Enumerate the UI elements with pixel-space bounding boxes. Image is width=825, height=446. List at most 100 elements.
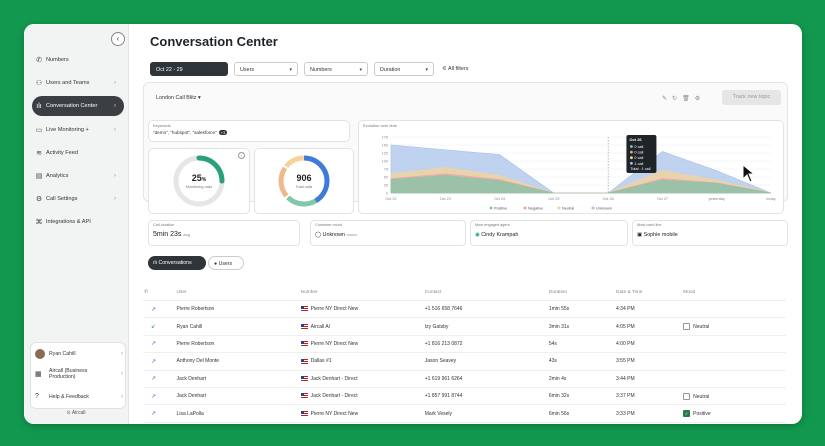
time-cell: 4:05 PM	[615, 317, 683, 336]
help-menu[interactable]: ? Help & Feedback ›	[35, 393, 123, 400]
sidebar-item-conversation-center[interactable]: ılı Conversation Center ›	[32, 96, 124, 117]
sidebar-item-label: Numbers	[46, 57, 69, 63]
user-cell: Jack Denhart	[175, 370, 300, 388]
column-header[interactable]: Number	[299, 284, 424, 301]
user-menu[interactable]: Ryan Cahill ›	[35, 349, 123, 359]
tooltip-swatch	[630, 150, 633, 154]
sidebar-item-integrations-api[interactable]: ⌘ Integrations & API	[32, 212, 124, 232]
chevron-right-icon: ›	[121, 371, 123, 377]
total-calls-panel: 906 Total calls	[254, 148, 354, 214]
chevron-right-icon: ›	[121, 393, 123, 400]
customer-mood-text: Unknown	[322, 232, 346, 238]
monitor-icon: ▭	[35, 126, 43, 134]
sidebar-item-activity-feed[interactable]: ≋ Activity Feed	[32, 143, 124, 163]
check-icon: ✓	[683, 410, 691, 418]
chevron-right-icon: ›	[121, 351, 123, 357]
tooltip-swatch	[630, 145, 633, 148]
engaged-agent-panel: Most engaged agent ◉ Cindy Krampah	[470, 220, 628, 246]
location-selector[interactable]: London Call Blitz ▾	[156, 95, 201, 101]
outbound-call-icon: ↗	[151, 376, 157, 383]
column-header[interactable]: Mood	[682, 284, 786, 301]
call-duration-value: 5min 23s avg	[153, 231, 190, 238]
sliders-icon: ⚟	[442, 66, 447, 72]
column-header[interactable]: Date & Time	[615, 284, 683, 301]
number-text: Pierre NY Direct New	[310, 306, 359, 313]
legend-label: Positive	[494, 206, 507, 210]
mood-cell: Neutral	[682, 317, 786, 336]
location-label: London Call Blitz	[156, 95, 197, 101]
chevron-down-icon: ▾	[425, 67, 428, 73]
time-cell: 3:37 PM	[615, 387, 683, 406]
settings-icon[interactable]: ⚙	[694, 96, 706, 102]
keywords-badge[interactable]: +3	[218, 130, 228, 135]
number-cell: Jack Denhart - Direct	[299, 387, 424, 406]
users-filter[interactable]: Users ▾	[234, 62, 298, 76]
user-cell: Anthony Del Monte	[175, 352, 300, 371]
column-header[interactable]: ✆	[143, 284, 176, 301]
sidebar-item-live-monitoring[interactable]: ▭ Live Monitoring + ›	[32, 120, 124, 140]
sidebar-item-users-and-teams[interactable]: ⚇ Users and Teams ›	[32, 73, 124, 93]
contact-cell: +1 619 961 6264	[423, 370, 548, 388]
sidebar-item-call-settings[interactable]: ⚙ Call Settings ›	[32, 189, 124, 209]
account-panel: Ryan Cahill › ▦ Aircall (Business Produc…	[30, 342, 126, 409]
building-icon: ▦	[35, 371, 42, 378]
refresh-icon[interactable]: ↻	[672, 96, 683, 102]
monitoring-ring	[173, 155, 225, 207]
time-cell: 3:33 PM	[615, 404, 683, 423]
user-icon: ●	[214, 261, 218, 267]
sidebar-item-label: Activity Feed	[46, 149, 79, 156]
numbers-filter[interactable]: Numbers ▾	[304, 62, 368, 76]
sidebar-item-numbers[interactable]: ✆ Numbers	[32, 50, 124, 70]
company-menu[interactable]: ▦ Aircall (Business Production) ›	[35, 368, 123, 380]
sidebar-item-label: Conversation Center	[46, 103, 98, 110]
time-cell: 3:28 PM	[615, 422, 683, 424]
all-filters-button[interactable]: ⚟ All filters	[442, 62, 468, 76]
legend-label: Neutral	[562, 206, 574, 210]
date-filter[interactable]: Oct 22 - 29	[150, 62, 228, 76]
table-row[interactable]: ↗ Pierre Robertson Pierre NY Direct New +1 …	[143, 300, 786, 319]
x-tick-label: Oct 23	[440, 197, 451, 201]
tab-users[interactable]: ● Users	[208, 256, 244, 270]
column-header[interactable]: Duration	[547, 284, 616, 301]
trash-icon[interactable]: 🗑	[682, 96, 695, 102]
legend-label: Unknown	[596, 206, 612, 210]
track-new-topic-button[interactable]: Track new topic	[722, 90, 781, 105]
x-tick-label: Oct 22	[385, 197, 396, 201]
agent-avatar-icon: ◉	[475, 232, 480, 238]
duration-filter[interactable]: Duration ▾	[374, 62, 434, 76]
mood-circle-icon: ◯	[315, 232, 322, 238]
waveform-icon: ılı	[153, 260, 158, 266]
duration-cell: 4min 42s	[547, 422, 616, 424]
waveform-icon: ılı	[36, 102, 42, 110]
table-row[interactable]: ↙Leah ZeleteLeah Zelete+1 718 268 34634m…	[143, 422, 786, 424]
most-used-line-value: ▣ Sophie mobile	[637, 232, 678, 238]
page-title: Conversation Center	[150, 34, 278, 49]
call-duration-number: 5min 23s	[153, 231, 182, 238]
table-row[interactable]: ↗ Anthony Del Monte Dallas #1 Jason Seavey 4…	[143, 352, 786, 371]
monitoring-value: 25%	[149, 173, 249, 183]
number-cell: Aircall AI	[299, 317, 424, 336]
edit-icon[interactable]: ✎	[662, 96, 673, 102]
table-row[interactable]: ↗ Pierre Robertson Pierre NY Direct New +1 …	[143, 335, 786, 354]
contact-cell: +1 857 991 8744	[423, 387, 548, 406]
number-cell: Leah Zelete	[299, 422, 424, 424]
table-row[interactable]: ↙ Ryan Cahill Aircall AI Izy Gatsby 3min 31s…	[143, 317, 786, 336]
column-header[interactable]: Contact	[423, 284, 548, 301]
us-flag-icon	[300, 323, 308, 329]
table-row[interactable]: ↗ Jack Denhart Jack Denhart - Direct +1 619…	[143, 370, 786, 388]
info-icon[interactable]: i	[238, 152, 245, 159]
legend-swatch	[489, 206, 493, 210]
main-content: Conversation Center Oct 22 - 29 Users ▾ N…	[128, 24, 802, 424]
sidebar-item-label: Analytics	[46, 173, 69, 179]
number-text: Pierre NY Direct New	[310, 340, 359, 347]
app-window: ‹ ✆ Numbers ⚇ Users and Teams › ılı Conversati…	[24, 24, 802, 424]
collapse-sidebar-button[interactable]: ‹	[111, 32, 125, 46]
table-row[interactable]: ↗ Jack Denhart Jack Denhart - Direct +1 857…	[143, 387, 786, 406]
sidebar-item-analytics[interactable]: ▤ Analytics ›	[32, 166, 124, 186]
y-tick-label: 175	[382, 136, 388, 140]
column-header[interactable]: User	[175, 284, 300, 301]
table-row[interactable]: ↗ Lisa LaPolla Pierre NY Direct New Mark Ve…	[143, 404, 786, 423]
chevron-down-icon: ▾	[197, 95, 201, 101]
chevron-down-icon: ▾	[289, 67, 292, 73]
tab-conversations[interactable]: ılı Conversations	[148, 256, 206, 270]
